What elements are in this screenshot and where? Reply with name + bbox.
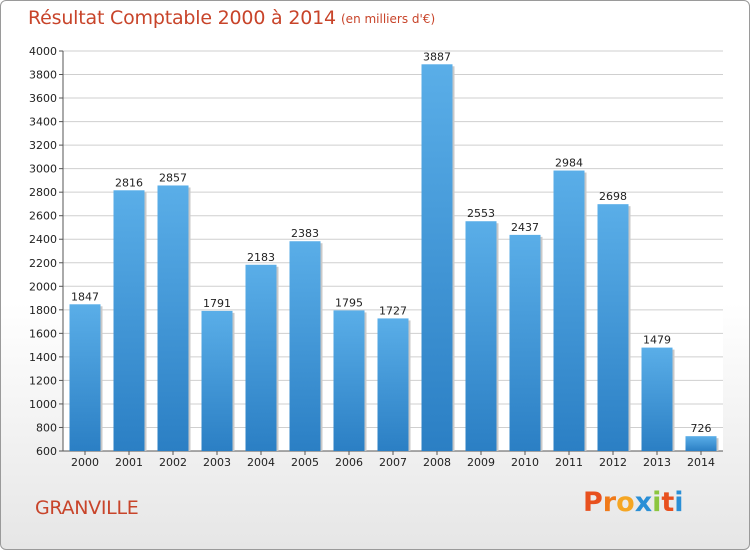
bar xyxy=(377,318,409,451)
y-tick-label: 1400 xyxy=(29,351,57,364)
x-tick-label: 2011 xyxy=(555,456,583,469)
value-label: 1479 xyxy=(643,334,671,347)
y-tick-label: 3200 xyxy=(29,139,57,152)
x-tick-label: 2005 xyxy=(291,456,319,469)
x-tick-label: 2007 xyxy=(379,456,407,469)
value-label: 726 xyxy=(691,422,712,435)
logo-letter: x xyxy=(634,487,653,518)
x-tick-label: 2013 xyxy=(643,456,671,469)
logo-letter: o xyxy=(616,487,635,518)
bar xyxy=(421,64,453,451)
y-tick-label: 1600 xyxy=(29,327,57,340)
y-tick-label: 1800 xyxy=(29,304,57,317)
value-label: 2984 xyxy=(555,157,583,170)
value-label: 2816 xyxy=(115,176,143,189)
y-tick-label: 3800 xyxy=(29,69,57,82)
logo-letter: i xyxy=(652,487,662,518)
city-name: GRANVILLE xyxy=(35,497,139,519)
value-label: 2183 xyxy=(247,251,275,264)
x-tick-label: 2001 xyxy=(115,456,143,469)
logo-letter: r xyxy=(602,487,617,518)
y-tick-label: 1200 xyxy=(29,374,57,387)
x-tick-label: 2006 xyxy=(335,456,363,469)
logo-letter: i xyxy=(674,487,684,518)
value-label: 3887 xyxy=(423,50,451,63)
x-tick-label: 2000 xyxy=(71,456,99,469)
chart-subtitle: (en milliers d'€) xyxy=(341,12,436,26)
bar xyxy=(465,221,497,451)
bar xyxy=(685,436,717,451)
bar xyxy=(289,241,321,451)
bar xyxy=(509,234,541,451)
y-tick-label: 2400 xyxy=(29,233,57,246)
bar xyxy=(69,304,101,451)
bar xyxy=(245,264,277,451)
x-tick-label: 2004 xyxy=(247,456,275,469)
x-tick-label: 2010 xyxy=(511,456,539,469)
x-tick-label: 2009 xyxy=(467,456,495,469)
bar xyxy=(113,190,145,451)
y-tick-label: 2200 xyxy=(29,257,57,270)
value-label: 2437 xyxy=(511,221,539,234)
y-tick-label: 3400 xyxy=(29,116,57,129)
chart-title: Résultat Comptable 2000 à 2014 xyxy=(28,7,336,29)
x-tick-label: 2003 xyxy=(203,456,231,469)
value-label: 2857 xyxy=(159,171,187,184)
value-label: 1795 xyxy=(335,296,363,309)
x-tick-label: 2014 xyxy=(687,456,715,469)
value-label: 2383 xyxy=(291,227,319,240)
y-tick-label: 3600 xyxy=(29,92,57,105)
value-label: 1791 xyxy=(203,297,231,310)
value-label: 1727 xyxy=(379,304,407,317)
bar xyxy=(157,185,189,451)
y-tick-label: 800 xyxy=(36,421,57,434)
value-label: 1847 xyxy=(71,290,99,303)
x-tick-label: 2002 xyxy=(159,456,187,469)
y-tick-label: 3000 xyxy=(29,163,57,176)
bar xyxy=(333,310,365,451)
value-label: 2698 xyxy=(599,190,627,203)
bar xyxy=(201,310,233,451)
y-tick-label: 1000 xyxy=(29,398,57,411)
bar xyxy=(553,170,585,451)
x-tick-label: 2008 xyxy=(423,456,451,469)
bar xyxy=(597,204,629,451)
y-tick-label: 600 xyxy=(36,445,57,458)
y-tick-label: 4000 xyxy=(29,45,57,58)
y-tick-label: 2600 xyxy=(29,210,57,223)
logo-letter: P xyxy=(583,487,603,518)
proxiti-logo: Proxiti xyxy=(583,487,684,518)
logo-letter: t xyxy=(661,487,675,518)
y-tick-label: 2000 xyxy=(29,280,57,293)
y-tick-label: 2800 xyxy=(29,186,57,199)
x-tick-label: 2012 xyxy=(599,456,627,469)
bar xyxy=(641,347,673,451)
value-label: 2553 xyxy=(467,207,495,220)
